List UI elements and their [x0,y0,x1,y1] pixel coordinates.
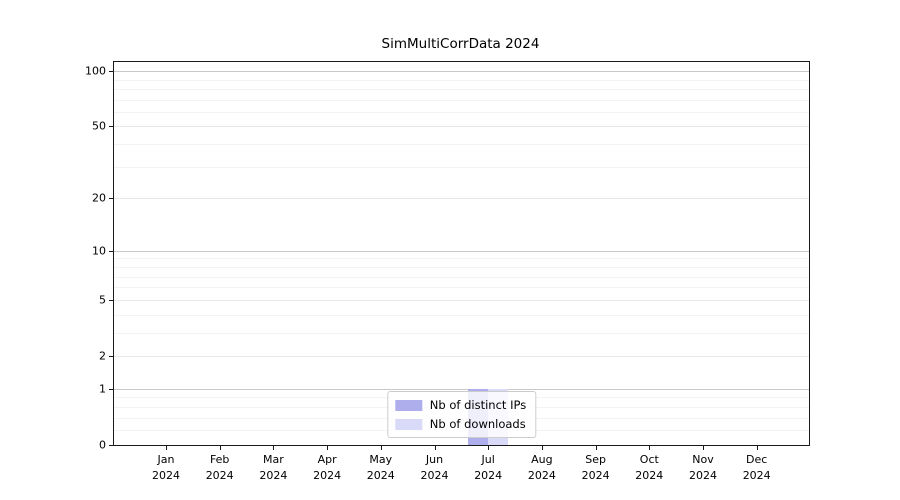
y-axis-tick [109,445,113,446]
minor-gridline [114,266,809,268]
month-label: Jan [157,453,175,466]
legend-entry-distinct-ips: Nb of distinct IPs [394,398,527,412]
y-axis-tick-label: 0 [99,438,106,452]
minor-gridline [114,276,809,278]
x-axis-tick-label: Mar 2024 [259,452,287,484]
x-axis-tick [273,446,275,450]
x-axis-tick [166,446,167,450]
month-label: Sep [585,453,606,466]
decade-gridline [114,388,809,390]
x-axis-tick [219,446,221,450]
y-axis-tick-label: 10 [92,244,106,258]
minor-gridline [114,258,809,260]
x-axis-tick-label: Apr 2024 [313,452,341,484]
month-label: Feb [209,453,230,466]
legend-swatch-downloads [394,418,422,430]
minor-gridline [114,332,809,334]
minor-gridline [114,166,809,168]
x-axis-tick [649,446,651,450]
plot-area: 100 50 20 10 5 2 1 0 Jan 2024 Feb 2024 Mar 2024 Apr 202… [85,61,810,482]
year-label: 2024 [205,469,234,482]
x-axis-tick-label: Sep 2024 [582,452,610,484]
major-gridline [114,355,809,357]
x-axis-tick-label: Jun 2024 [421,452,449,484]
x-axis-tick [595,446,597,450]
year-label: 2024 [635,469,664,482]
x-axis-tick [380,446,382,450]
x-axis-tick [703,446,704,450]
month-label: Apr [317,453,337,466]
y-axis-tick-label: 20 [92,191,106,205]
year-label: 2024 [689,469,717,482]
y-axis-tick [109,299,113,301]
month-label: Jun [425,453,444,466]
x-axis-tick [541,446,543,450]
minor-gridline [114,287,809,289]
y-axis-tick [109,355,113,357]
x-axis-tick [756,446,758,450]
year-label: 2024 [742,469,771,482]
month-label: Oct [639,453,659,466]
legend-swatch-distinct-ips [394,399,422,411]
month-label: Nov [692,453,714,466]
year-label: 2024 [259,469,288,482]
month-label: Jul [481,453,495,466]
x-axis-tick-label: Oct 2024 [635,452,663,484]
year-label: 2024 [420,469,449,482]
legend: Nb of distinct IPs Nb of downloads [386,391,537,438]
x-axis-tick-label: Feb 2024 [206,452,234,484]
major-gridline [114,299,809,301]
month-label: May [369,453,393,466]
year-label: 2024 [527,469,556,482]
month-label: Dec [746,453,768,466]
minor-gridline [114,99,809,101]
minor-gridline [114,144,809,146]
year-label: 2024 [474,469,503,482]
x-axis-tick [434,446,436,450]
y-axis-tick [109,71,113,73]
x-axis-tick [488,446,490,450]
major-gridline [114,198,809,200]
x-axis-tick-label: Jan 2024 [152,452,180,484]
decade-gridline [114,71,809,73]
x-axis-tick-label: Dec 2024 [743,452,771,484]
x-axis-tick-label: Nov 2024 [689,452,717,484]
legend-label-downloads: Nb of downloads [429,417,526,431]
y-axis-tick [109,388,113,390]
month-label: Aug [531,453,553,466]
y-axis-tick-label: 2 [99,349,106,363]
year-label: 2024 [366,469,395,482]
legend-entry-downloads: Nb of downloads [394,417,526,431]
x-axis-tick-label: May 2024 [367,452,395,484]
minor-gridline [114,314,809,316]
minor-gridline [114,88,809,90]
y-axis-tick-label: 100 [85,64,106,78]
minor-gridline [114,79,809,81]
chart-title: SimMultiCorrData 2024 [381,36,540,52]
y-axis-tick [109,250,113,252]
x-axis-tick [327,446,329,450]
y-axis-tick [109,198,113,200]
y-axis-tick-label: 5 [99,293,106,307]
y-axis-tick [109,126,113,128]
year-label: 2024 [581,469,610,482]
y-axis-tick-label: 1 [99,382,106,396]
major-gridline [114,126,809,128]
minor-gridline [114,111,809,113]
y-axis-tick-label: 50 [92,119,106,133]
year-label: 2024 [152,469,180,482]
month-label: Mar [263,453,284,466]
decade-gridline [114,250,809,252]
legend-label-distinct-ips: Nb of distinct IPs [429,398,527,412]
x-axis-tick-label: Jul 2024 [474,452,502,484]
year-label: 2024 [313,469,342,482]
x-axis-tick-label: Aug 2024 [528,452,556,484]
